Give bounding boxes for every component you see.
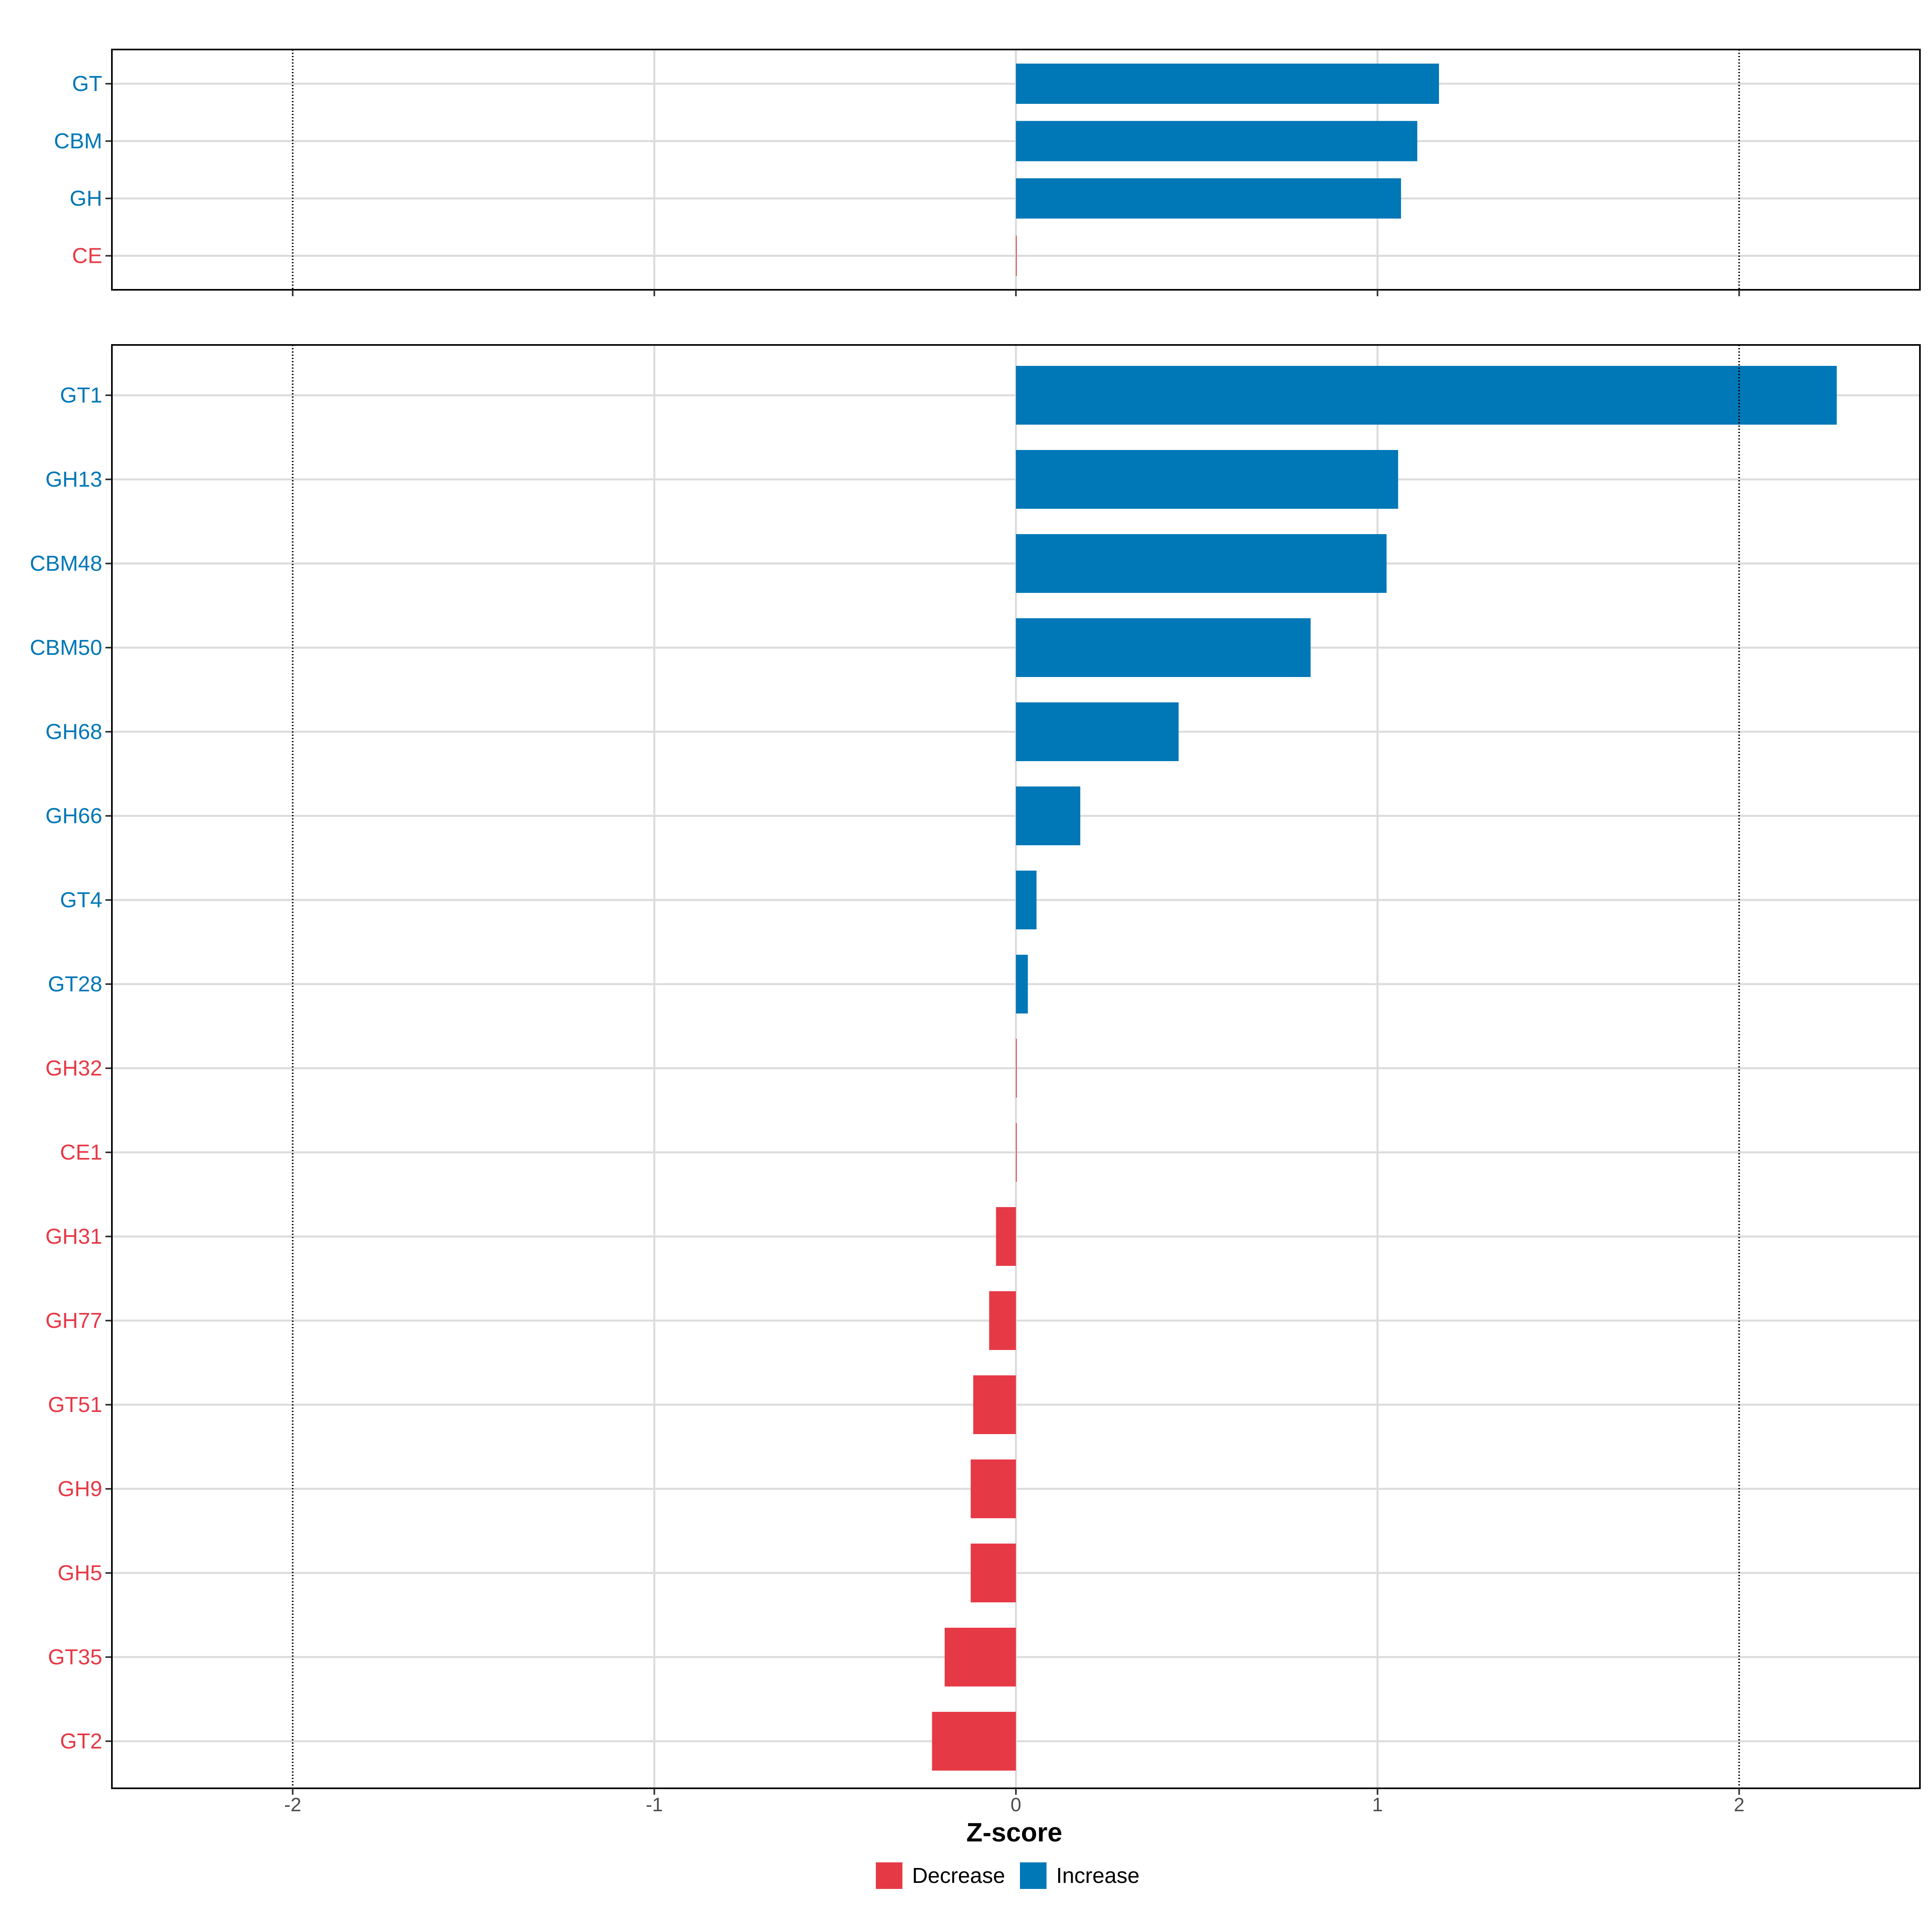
y-label-cbm48: CBM48 xyxy=(30,551,102,576)
bar-gt4 xyxy=(1016,871,1037,929)
legend-label-decrease: Decrease xyxy=(912,1864,1005,1888)
bar-gh77 xyxy=(989,1291,1016,1350)
y-label-gh9: GH9 xyxy=(58,1477,102,1501)
bar-gh xyxy=(1016,178,1401,219)
bar-gt2 xyxy=(932,1712,1016,1771)
bar-gt28 xyxy=(1016,955,1028,1013)
legend-swatch-decrease xyxy=(876,1862,902,1889)
y-label-gh13: GH13 xyxy=(45,467,102,491)
bar-gh31 xyxy=(996,1207,1016,1266)
y-label-gh68: GH68 xyxy=(45,720,102,744)
top-panel: GT CBM GH CE xyxy=(54,49,1921,296)
y-label-gh66: GH66 xyxy=(45,804,102,828)
y-label-gt4: GT4 xyxy=(60,888,102,912)
bar-gh9 xyxy=(970,1459,1016,1518)
bar-gh32 xyxy=(1016,1039,1017,1098)
y-label-gt1: GT1 xyxy=(60,383,102,407)
y-label-ce: CE xyxy=(72,244,102,268)
y-label-gt2: GT2 xyxy=(60,1729,102,1753)
bar-cbm50 xyxy=(1016,618,1311,677)
x-tick-label: 0 xyxy=(1011,1794,1022,1816)
legend-label-increase: Increase xyxy=(1056,1864,1139,1888)
x-tick-label: 1 xyxy=(1372,1794,1383,1816)
y-label-gh32: GH32 xyxy=(45,1056,102,1080)
bar-gh66 xyxy=(1016,786,1080,845)
bar-gt51 xyxy=(973,1375,1016,1434)
legend: Decrease Increase xyxy=(876,1862,1139,1889)
y-label-gh77: GH77 xyxy=(45,1309,102,1333)
bar-gt35 xyxy=(945,1628,1016,1686)
y-label-gh31: GH31 xyxy=(45,1224,102,1249)
bar-gt1 xyxy=(1016,366,1837,425)
bar-ce1 xyxy=(1016,1123,1017,1182)
bar-cbm48 xyxy=(1016,534,1387,593)
y-label-cbm50: CBM50 xyxy=(30,636,102,660)
y-label-gt35: GT35 xyxy=(48,1645,102,1669)
y-label-gh: GH xyxy=(70,186,102,211)
y-label-ce1: CE1 xyxy=(60,1140,102,1164)
bar-gh5 xyxy=(970,1544,1016,1602)
y-label-gt51: GT51 xyxy=(48,1393,102,1417)
y-label-gt28: GT28 xyxy=(48,972,102,996)
y-label-cbm: CBM xyxy=(54,129,102,153)
x-tick-label: 2 xyxy=(1734,1794,1744,1816)
bottom-panel: GT1 GH13 CBM48 CBM50 GH68 GH66 GT4 GT28 GH32 CE1 G… xyxy=(30,344,1921,1795)
bar-gh68 xyxy=(1016,702,1179,761)
x-tick-label: -2 xyxy=(284,1794,301,1816)
y-label-gt: GT xyxy=(72,72,102,96)
legend-swatch-increase xyxy=(1020,1862,1046,1889)
y-label-gh5: GH5 xyxy=(58,1561,102,1585)
bar-gh13 xyxy=(1016,450,1398,509)
x-tick-label: -1 xyxy=(646,1794,663,1816)
bar-ce xyxy=(1016,235,1017,276)
x-axis-title: Z-score xyxy=(966,1817,1062,1847)
bar-gt xyxy=(1016,64,1439,104)
bar-cbm xyxy=(1016,121,1418,161)
x-axis: -2 -1 0 1 2 xyxy=(284,1794,1744,1816)
